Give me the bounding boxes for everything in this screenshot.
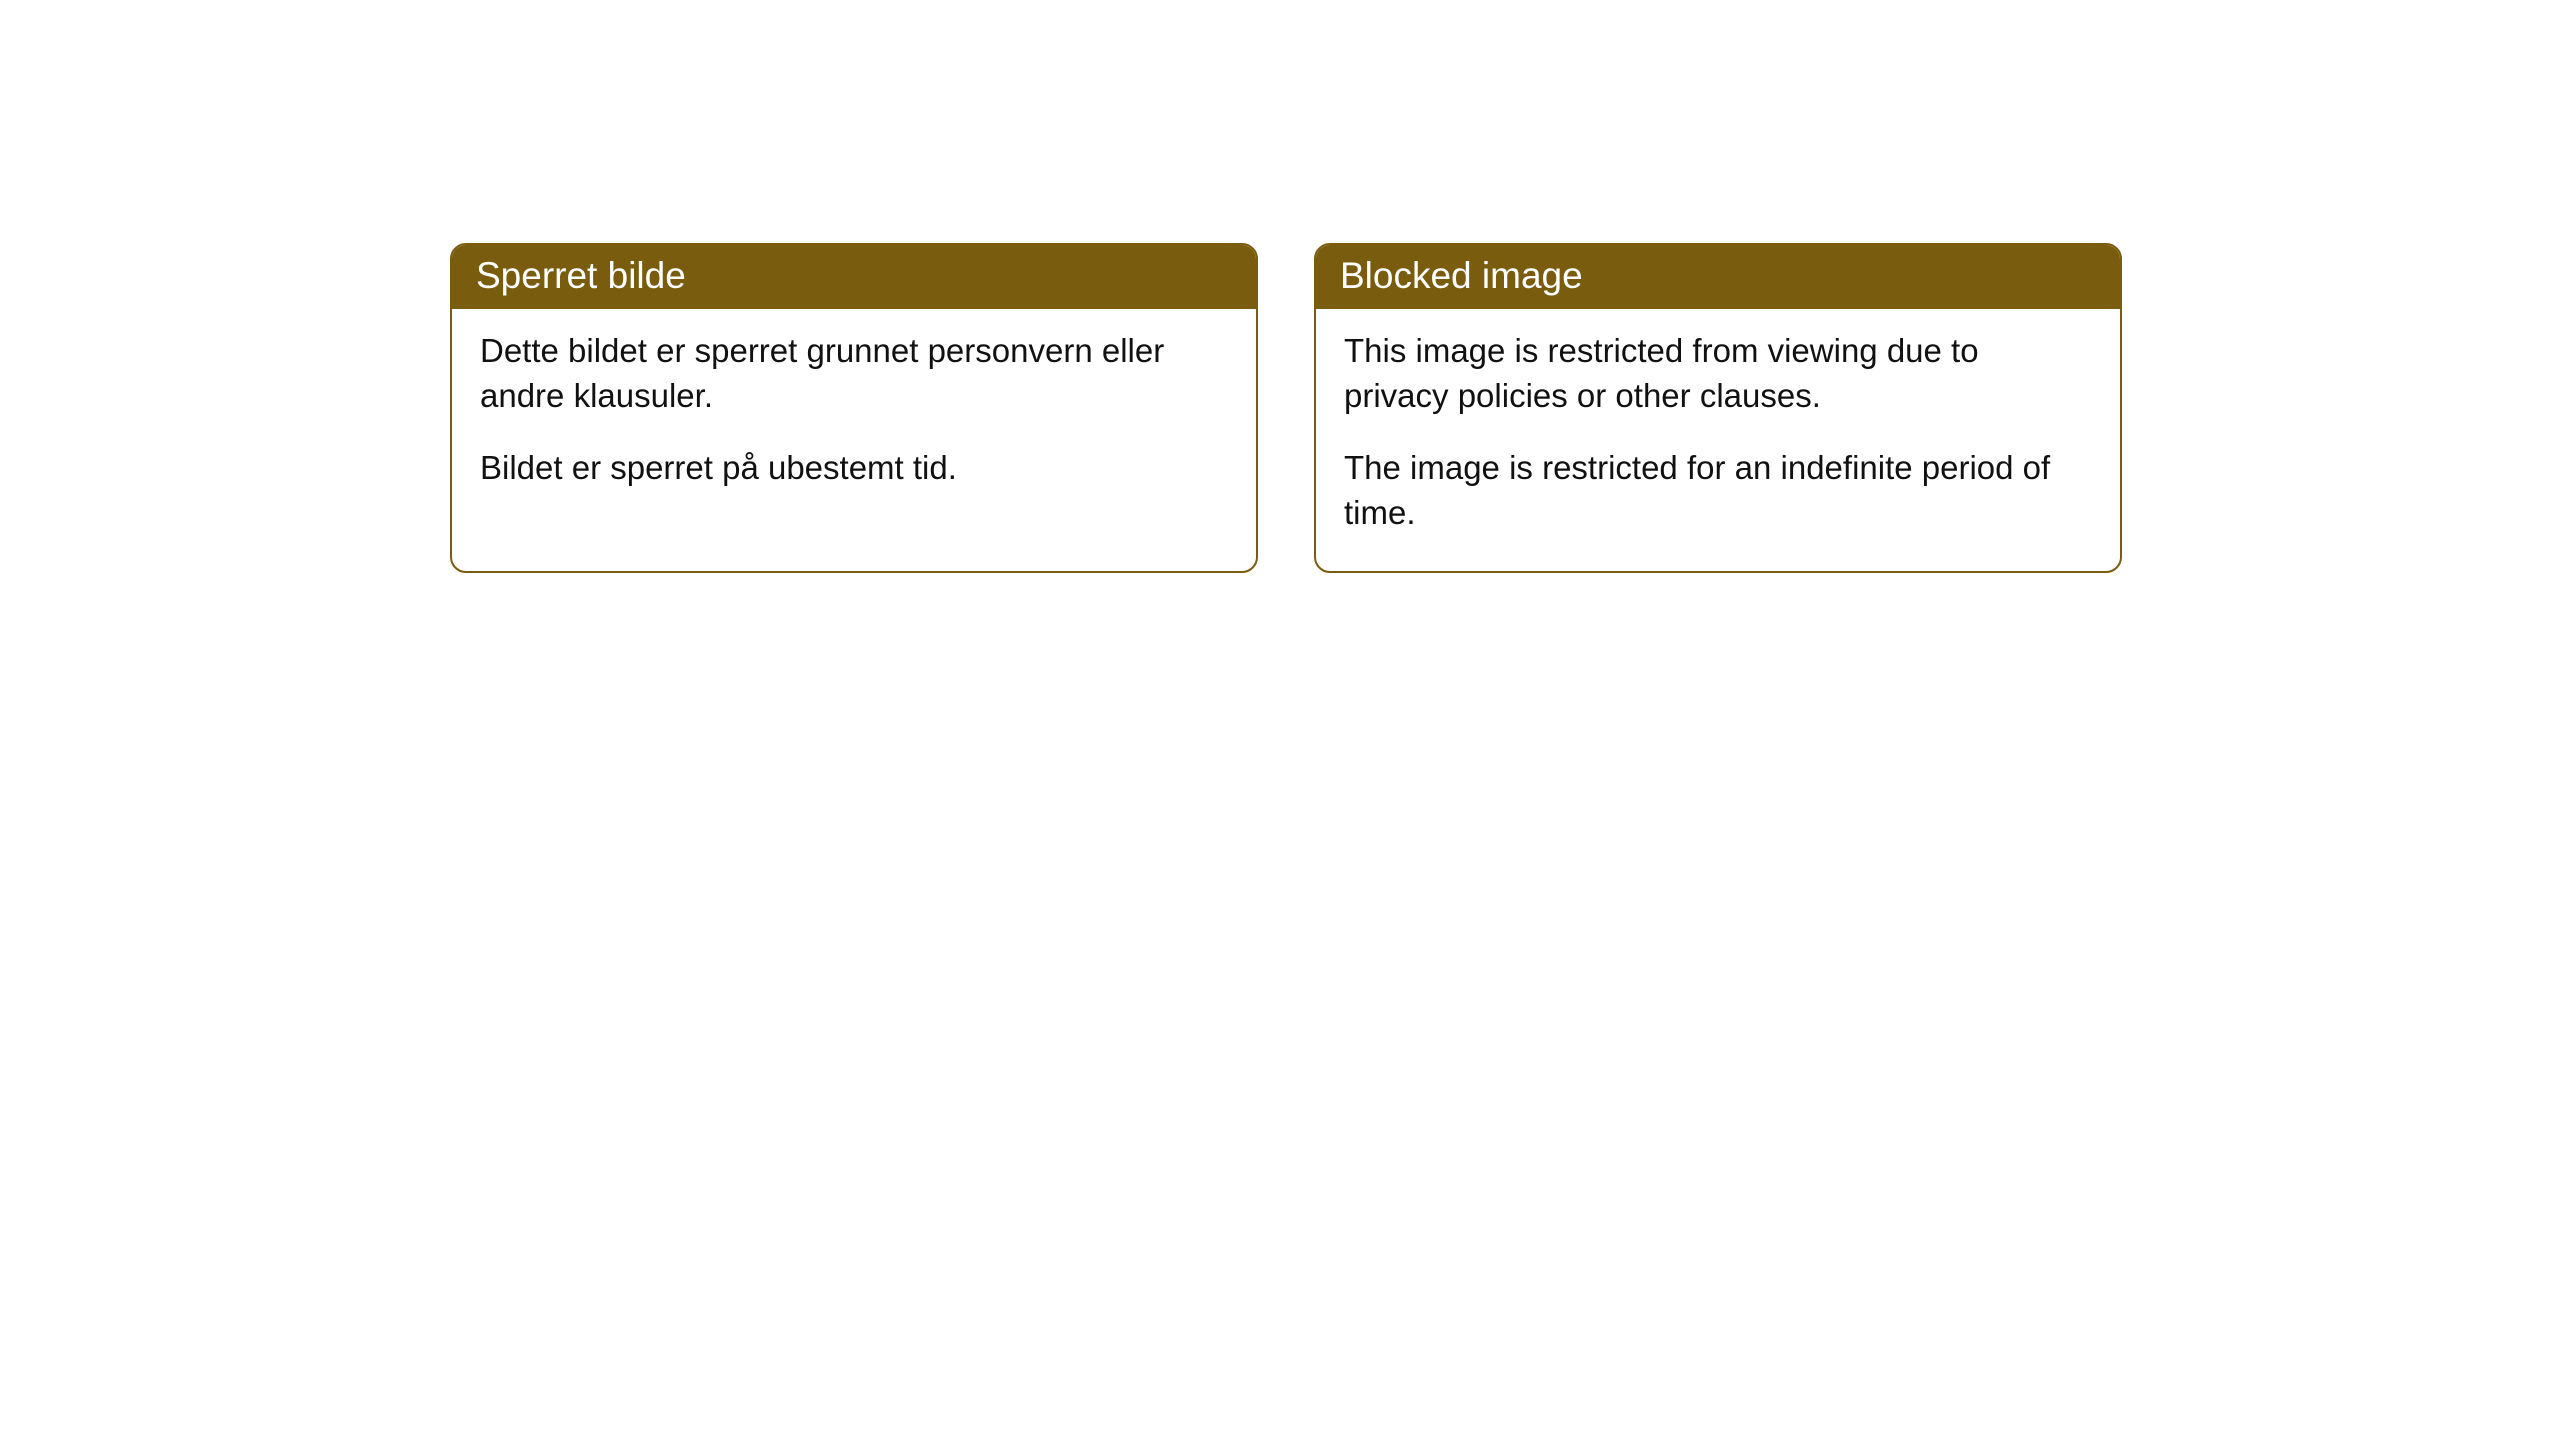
- notice-header-norwegian: Sperret bilde: [452, 245, 1256, 309]
- notice-text-english-2: The image is restricted for an indefinit…: [1344, 446, 2092, 535]
- notice-card-norwegian: Sperret bilde Dette bildet er sperret gr…: [450, 243, 1258, 573]
- notice-header-english: Blocked image: [1316, 245, 2120, 309]
- notice-title-norwegian: Sperret bilde: [476, 255, 686, 296]
- notice-card-english: Blocked image This image is restricted f…: [1314, 243, 2122, 573]
- notice-text-norwegian-1: Dette bildet er sperret grunnet personve…: [480, 329, 1228, 418]
- notice-text-norwegian-2: Bildet er sperret på ubestemt tid.: [480, 446, 1228, 491]
- notice-body-norwegian: Dette bildet er sperret grunnet personve…: [452, 309, 1256, 527]
- notice-title-english: Blocked image: [1340, 255, 1583, 296]
- notice-container: Sperret bilde Dette bildet er sperret gr…: [0, 0, 2560, 573]
- notice-body-english: This image is restricted from viewing du…: [1316, 309, 2120, 571]
- notice-text-english-1: This image is restricted from viewing du…: [1344, 329, 2092, 418]
